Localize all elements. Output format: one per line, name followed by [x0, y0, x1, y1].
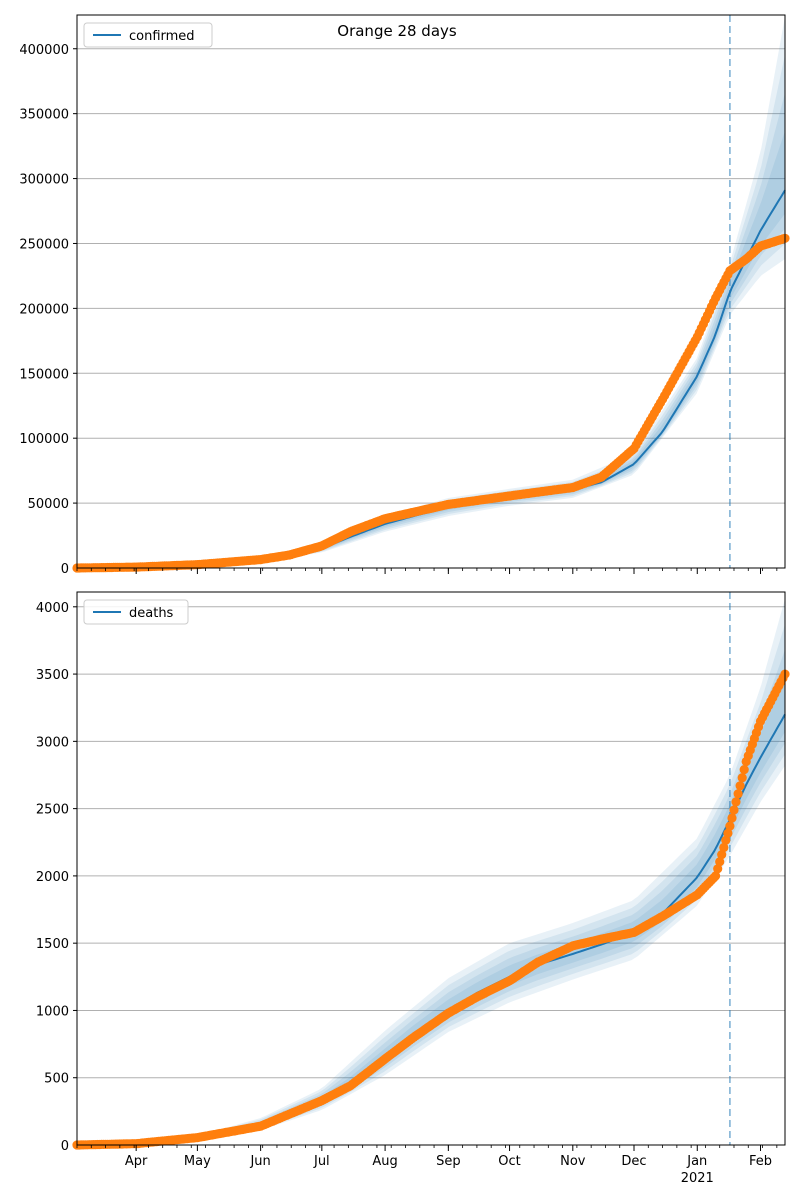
plot-frame — [76, 14, 786, 569]
legend-confirmed: confirmed — [83, 22, 213, 48]
y-tick-label: 3500 — [36, 668, 69, 683]
y-tick-label: 500 — [44, 1072, 69, 1087]
observed-point — [723, 828, 733, 838]
observed-point — [729, 805, 739, 815]
legend-label: confirmed — [129, 29, 195, 44]
legend-deaths: deaths — [83, 599, 189, 625]
model-line-deaths — [76, 713, 786, 1146]
legend-box — [83, 599, 189, 625]
y-tick-label: 350000 — [19, 108, 69, 123]
x-tick-label: Jul — [313, 1154, 330, 1169]
y-tick-label: 0 — [61, 562, 69, 577]
x-tick-label: Oct — [498, 1154, 520, 1169]
observed-point — [727, 813, 737, 823]
observed-point — [717, 850, 727, 860]
y-tick-label: 250000 — [19, 237, 69, 252]
x-tick-label: Aug — [372, 1154, 397, 1169]
y-tick-label: 4000 — [36, 601, 69, 616]
x-tick-label: Sep — [436, 1154, 461, 1169]
y-tick-label: 0 — [61, 1139, 69, 1154]
x-tick-label: Feb — [749, 1154, 772, 1169]
x-tick-label: Nov — [560, 1154, 586, 1169]
y-tick-label: 3000 — [36, 735, 69, 750]
x-tick-label: Jan — [686, 1154, 707, 1169]
y-tick-label: 150000 — [19, 367, 69, 382]
x-tick-label: Dec — [621, 1154, 646, 1169]
observed-point — [715, 857, 725, 867]
x-year-label: 2021 — [681, 1171, 714, 1186]
observed-point — [735, 781, 745, 791]
observed-point — [739, 765, 749, 775]
y-tick-label: 2500 — [36, 803, 69, 818]
chart-title: Orange 28 days — [337, 22, 457, 40]
legend-box — [83, 22, 213, 48]
observed-point — [725, 821, 735, 831]
uncertainty-band-3 — [77, 92, 785, 569]
observed-point — [731, 797, 741, 807]
y-tick-label: 1000 — [36, 1004, 69, 1019]
uncertainty-band-2 — [77, 54, 785, 568]
observed-point — [711, 871, 721, 881]
y-tick-label: 2000 — [36, 870, 69, 885]
y-tick-label: 1500 — [36, 937, 69, 952]
x-tick-label: May — [184, 1154, 211, 1169]
observed-point — [721, 835, 731, 845]
x-tick-label: Jun — [249, 1154, 270, 1169]
y-tick-label: 100000 — [19, 432, 69, 447]
plot-frame — [76, 591, 786, 1146]
observed-point — [719, 842, 729, 853]
uncertainty-band-4 — [77, 131, 785, 568]
y-tick-label: 50000 — [28, 497, 69, 512]
y-tick-label: 300000 — [19, 173, 69, 188]
uncertainty-band-1 — [77, 598, 785, 1145]
chart-panel-deaths: 0 500 1000 1500 2000 2500 3000 3500 4000 Apr May Ju… — [36, 591, 790, 1186]
x-tick-label: Apr — [125, 1154, 148, 1169]
observed-point — [713, 864, 723, 874]
uncertainty-band-1 — [77, 16, 785, 569]
y-tick-label: 200000 — [19, 302, 69, 317]
chart-panel-confirmed: 0 50000 100000 150000 200000 250000 300000 3500… — [19, 14, 790, 577]
observed-point — [733, 789, 743, 799]
y-tick-label: 400000 — [19, 43, 69, 58]
observed-point — [737, 773, 747, 783]
legend-label: deaths — [129, 606, 174, 621]
